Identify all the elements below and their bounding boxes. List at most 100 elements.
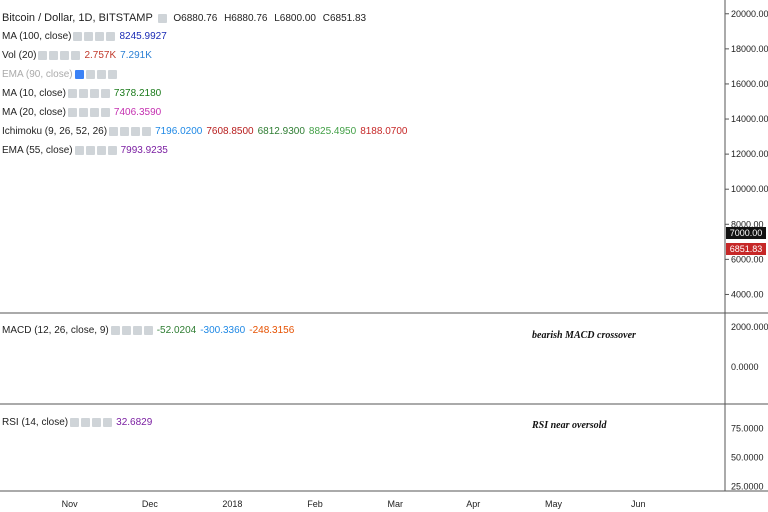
indicator-control-icon[interactable] <box>95 31 105 41</box>
indicator-control-icon[interactable] <box>89 107 99 117</box>
indicator-value: 8245.9927 <box>119 31 167 42</box>
ohlc-high: H6880.76 <box>224 13 268 24</box>
indicator-control-icon[interactable] <box>120 126 130 136</box>
indicator-control-icon[interactable] <box>85 69 95 79</box>
indicator-control-icon[interactable] <box>71 50 81 60</box>
price-tick-label: 16000.00 <box>731 79 768 89</box>
x-tick-label: Dec <box>142 499 159 509</box>
indicator-control-icon[interactable] <box>74 69 84 79</box>
ohlc-close: C6851.83 <box>322 13 367 24</box>
indicator-legend: MA (20, close) 7406.3590 <box>2 106 161 119</box>
price-tick-label: 14000.00 <box>731 114 768 124</box>
indicator-value: 8825.4950 <box>308 126 357 137</box>
settings-icon[interactable] <box>157 13 167 23</box>
indicator-control-icon[interactable] <box>103 417 113 427</box>
indicator-control-icon[interactable] <box>96 69 106 79</box>
macd-annotation: bearish MACD crossover <box>532 330 636 341</box>
indicator-control-icon[interactable] <box>107 145 117 155</box>
indicator-control-icon[interactable] <box>142 126 152 136</box>
x-tick-label: 2018 <box>222 499 242 509</box>
indicator-label: EMA (90, close) <box>2 69 73 80</box>
indicator-value: 8188.0700 <box>360 126 408 137</box>
x-tick-label: Jun <box>631 499 646 509</box>
indicator-label: Ichimoku (9, 26, 52, 26) <box>2 126 108 137</box>
indicator-control-icon[interactable] <box>38 50 48 60</box>
ohlc-open: O6880.76 <box>173 13 218 24</box>
indicator-label: EMA (55, close) <box>2 145 73 156</box>
indicator-value: -300.3360 <box>200 325 246 336</box>
indicator-control-icon[interactable] <box>70 417 80 427</box>
x-tick-label: Apr <box>466 499 480 509</box>
indicator-legend: Ichimoku (9, 26, 52, 26) 7196.0200 7608.85… <box>2 125 407 138</box>
indicator-label: MA (20, close) <box>2 107 66 118</box>
indicator-label: MA (100, close) <box>2 31 72 42</box>
indicator-label: MACD (12, 26, close, 9) <box>2 325 109 336</box>
rsi-annotation: RSI near oversold <box>532 420 607 431</box>
indicator-control-icon[interactable] <box>67 107 77 117</box>
indicator-value: 6812.9300 <box>257 126 305 137</box>
indicator-control-icon[interactable] <box>100 107 110 117</box>
indicator-value: 7406.3590 <box>113 107 162 118</box>
indicator-control-icon[interactable] <box>100 88 110 98</box>
indicator-control-icon[interactable] <box>110 325 120 335</box>
price-tick-label: 18000.00 <box>731 44 768 54</box>
indicator-legend: Vol (20) 2.757K 7.291K <box>2 49 152 62</box>
indicator-control-icon[interactable] <box>81 417 91 427</box>
indicator-control-icon[interactable] <box>107 69 117 79</box>
indicator-control-icon[interactable] <box>106 31 116 41</box>
price-level-tag: 7000.00 <box>726 227 766 239</box>
indicator-value: -52.0204 <box>156 325 197 336</box>
indicator-control-icon[interactable] <box>67 88 77 98</box>
x-tick-label: Mar <box>387 499 403 509</box>
indicator-control-icon[interactable] <box>109 126 119 136</box>
indicator-value: 32.6829 <box>116 417 153 428</box>
indicator-control-icon[interactable] <box>78 107 88 117</box>
indicator-legend: MA (10, close) 7378.2180 <box>2 87 161 100</box>
last-price-tag: 6851.83 <box>726 243 766 255</box>
indicator-value: -248.3156 <box>249 325 295 336</box>
indicator-control-icon[interactable] <box>143 325 153 335</box>
macd-tick-label: 2000.0000 <box>731 322 768 332</box>
price-tick-label: 8000.00 <box>731 219 764 229</box>
indicator-label: MA (10, close) <box>2 88 66 99</box>
indicator-control-icon[interactable] <box>78 88 88 98</box>
indicator-legend: MA (100, close) 8245.9927 <box>2 30 167 43</box>
indicator-control-icon[interactable] <box>84 31 94 41</box>
ohlc-low: L6800.00 <box>274 13 316 24</box>
indicator-value: 2.757K <box>84 50 117 61</box>
indicator-value: 7.291K <box>120 50 152 61</box>
indicator-control-icon[interactable] <box>49 50 59 60</box>
price-tick-label: 12000.00 <box>731 149 768 159</box>
rsi-tick-label: 50.0000 <box>731 452 764 462</box>
indicator-control-icon[interactable] <box>73 31 83 41</box>
indicator-control-icon[interactable] <box>60 50 70 60</box>
symbol-label: Bitcoin / Dollar, 1D, BITSTAMP <box>2 12 153 24</box>
price-tick-label: 20000.00 <box>731 9 768 19</box>
indicator-control-icon[interactable] <box>89 88 99 98</box>
price-tick-label: 4000.00 <box>731 289 764 299</box>
rsi-tick-label: 25.0000 <box>731 482 764 492</box>
indicator-value: 7196.0200 <box>155 126 203 137</box>
indicator-control-icon[interactable] <box>96 145 106 155</box>
indicator-control-icon[interactable] <box>74 145 84 155</box>
symbol-legend: Bitcoin / Dollar, 1D, BITSTAMP O6880.76 … <box>2 12 366 25</box>
indicator-control-icon[interactable] <box>132 325 142 335</box>
indicator-value: 7993.9235 <box>120 145 168 156</box>
price-tick-label: 10000.00 <box>731 184 768 194</box>
rsi-legend: RSI (14, close) 32.6829 <box>2 416 152 429</box>
x-tick-label: Nov <box>62 499 79 509</box>
indicator-control-icon[interactable] <box>121 325 131 335</box>
price-tick-label: 6000.00 <box>731 254 764 264</box>
indicator-label: Vol (20) <box>2 50 37 61</box>
indicator-control-icon[interactable] <box>131 126 141 136</box>
indicator-legend: EMA (55, close) 7993.9235 <box>2 144 168 157</box>
indicator-legend: EMA (90, close) <box>2 68 117 81</box>
x-tick-label: May <box>545 499 563 509</box>
rsi-tick-label: 75.0000 <box>731 423 764 433</box>
indicator-control-icon[interactable] <box>85 145 95 155</box>
indicator-control-icon[interactable] <box>92 417 102 427</box>
macd-legend: MACD (12, 26, close, 9) -52.0204 -300.3360… <box>2 324 294 337</box>
